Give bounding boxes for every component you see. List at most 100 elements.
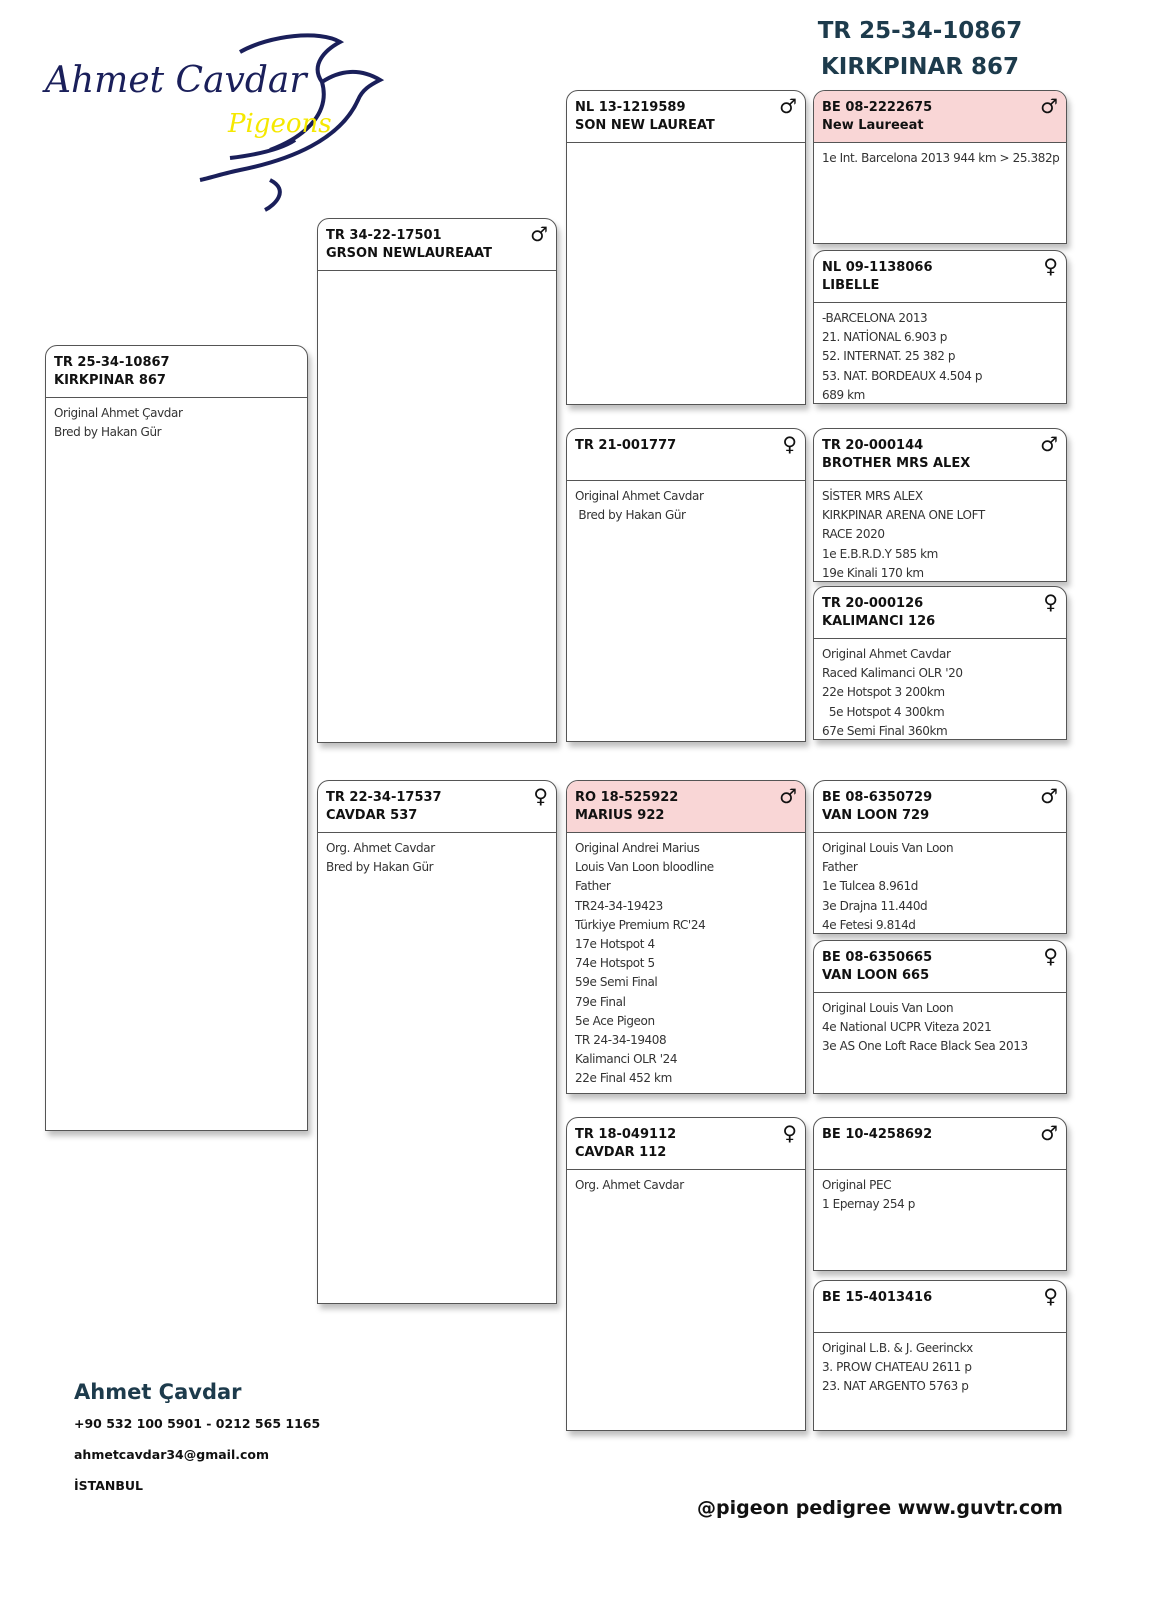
note-line: 19e Kinali 170 km [822, 565, 924, 580]
ring-number: TR 20-000144 [822, 438, 924, 453]
note-line: 1e Tulcea 8.961d [822, 879, 918, 894]
note-line: RACE 2020 [822, 527, 885, 542]
note-line: Father [822, 860, 858, 875]
ring-number: NL 09-1138066 [822, 260, 933, 275]
pigeon-card-header: RO 18-525922 MARIUS 922 ♂ [567, 781, 805, 833]
pigeon-card-header: NL 09-1138066 LIBELLE ♀ [814, 251, 1066, 303]
ring-number: NL 13-1219589 [575, 100, 686, 115]
note-line: Bred by Hakan Gür [326, 860, 434, 875]
pigeon-name: New Laureeat [822, 118, 924, 133]
note-line: 3e AS One Loft Race Black Sea 2013 [822, 1039, 1028, 1054]
male-icon: ♂ [1040, 1121, 1058, 1145]
note-line: 1e E.B.R.D.Y 585 km [822, 546, 938, 561]
note-line: 79e Final [575, 994, 626, 1009]
pigeon-name: SON NEW LAUREAT [575, 118, 715, 133]
note-line: 5e Ace Pigeon [575, 1013, 655, 1028]
female-icon: ♀ [1043, 590, 1058, 614]
svg-text:Ahmet Cavdar: Ahmet Cavdar [42, 60, 308, 101]
pigeon-card: RO 18-525922 MARIUS 922 ♂ Original Andre… [566, 780, 806, 1094]
note-line: 5e Hotspot 4 300km [822, 704, 945, 719]
note-line: 17e Hotspot 4 [575, 937, 655, 952]
note-line: Original Louis Van Loon [822, 841, 954, 855]
note-line: Original Louis Van Loon [822, 1001, 954, 1015]
pigeon-name: KALIMANCI 126 [822, 614, 936, 629]
note-line: Org. Ahmet Cavdar [575, 1178, 684, 1192]
pigeon-card: TR 21-001777 ♀ Original Ahmet Cavdar Bre… [566, 428, 806, 742]
note-line: 67e Semi Final 360km [822, 723, 948, 738]
dove-icon [199, 33, 385, 212]
pigeon-card: TR 22-34-17537 CAVDAR 537 ♀ Org. Ahmet C… [317, 780, 557, 1304]
ring-number: TR 22-34-17537 [326, 790, 442, 805]
note-line: Bred by Hakan Gür [575, 508, 686, 523]
ring-number: BE 08-6350665 [822, 950, 933, 965]
female-icon: ♀ [782, 432, 797, 456]
pigeon-notes: Original Louis Van Loon 4e National UCPR … [814, 993, 1066, 1063]
pigeon-name: KIRKPINAR 867 [54, 373, 166, 388]
note-line: Louis Van Loon bloodline [575, 860, 714, 875]
ahmet-cavdar-logo: Ahmet Cavdar Pigeons [42, 33, 385, 212]
ring-number: TR 21-001777 [575, 438, 677, 453]
note-line: TR 24-34-19408 [575, 1033, 667, 1048]
note-line: 4e National UCPR Viteza 2021 [822, 1020, 992, 1035]
pedigree-name-title: KIRKPINAR 867 [820, 54, 1020, 80]
female-icon: ♀ [1043, 944, 1058, 968]
male-icon: ♂ [530, 222, 548, 246]
footer-credit: @pigeon pedigree www.guvtr.com [696, 1497, 1063, 1519]
pigeon-card: TR 20-000144 BROTHER MRS ALEX ♂ SİSTER M… [813, 428, 1067, 582]
note-line: SİSTER MRS ALEX [822, 489, 923, 503]
note-line: Raced Kalimanci OLR '20 [822, 666, 963, 681]
pigeon-notes: Original Ahmet Çavdar Bred by Hakan Gür [46, 398, 307, 448]
pigeon-card-header: BE 08-6350729 VAN LOON 729 ♂ [814, 781, 1066, 833]
pigeon-card-header: TR 20-000144 BROTHER MRS ALEX ♂ [814, 429, 1066, 481]
note-line: Bred by Hakan Gür [54, 425, 162, 440]
ring-number: BE 08-6350729 [822, 790, 933, 805]
note-line: 52. INTERNAT. 25 382 p [822, 349, 956, 364]
male-icon: ♂ [779, 94, 797, 118]
pigeon-card: BE 15-4013416 ♀ Original L.B. & J. Geeri… [813, 1280, 1067, 1431]
note-line: 689 km [822, 387, 865, 402]
note-line: TR24-34-19423 [575, 898, 663, 913]
note-line: 4e Fetesi 9.814d [822, 917, 916, 932]
note-line: 1e Int. Barcelona 2013 944 km > 25.382p [822, 151, 1060, 165]
pigeon-card-header: TR 22-34-17537 CAVDAR 537 ♀ [318, 781, 556, 833]
pigeon-name: MARIUS 922 [575, 808, 665, 823]
pigeon-card: TR 18-049112 CAVDAR 112 ♀ Org. Ahmet Cav… [566, 1117, 806, 1431]
note-line: 3. PROW CHATEAU 2611 p [822, 1360, 972, 1375]
note-line: 23. NAT ARGENTO 5763 p [822, 1379, 969, 1394]
pigeon-card-header: BE 15-4013416 ♀ [814, 1281, 1066, 1333]
pedigree-ring-title: TR 25-34-10867 [817, 18, 1023, 44]
pigeon-card-header: TR 25-34-10867 KIRKPINAR 867 [46, 346, 307, 398]
pigeon-name: GRSON NEWLAUREAAT [326, 246, 492, 261]
pigeon-name: CAVDAR 537 [326, 808, 418, 823]
pigeon-name: VAN LOON 729 [822, 808, 930, 823]
pigeon-card: TR 20-000126 KALIMANCI 126 ♀ Original Ah… [813, 586, 1067, 740]
note-line: Original Andrei Marius [575, 841, 700, 855]
ring-number: BE 10-4258692 [822, 1127, 933, 1142]
note-line: KIRKPINAR ARENA ONE LOFT [822, 508, 985, 523]
note-line: 21. NATİONAL 6.903 p [822, 330, 947, 345]
pigeon-notes: Org. Ahmet Cavdar [567, 1170, 805, 1201]
pigeon-notes: Original Ahmet Cavdar Bred by Hakan Gür [567, 481, 805, 531]
ring-number: TR 18-049112 [575, 1127, 677, 1142]
pigeon-name: VAN LOON 665 [822, 968, 930, 983]
note-line: 1 Epernay 254 p [822, 1197, 915, 1212]
note-line: Original Ahmet Cavdar [575, 489, 704, 503]
pigeon-notes: -BARCELONA 2013 21. NATİONAL 6.903 p 52. I… [814, 303, 1066, 403]
pigeon-card-header: BE 08-6350665 VAN LOON 665 ♀ [814, 941, 1066, 993]
contact-phone: +90 532 100 5901 - 0212 565 1165 [74, 1416, 321, 1431]
pigeon-card-header: TR 18-049112 CAVDAR 112 ♀ [567, 1118, 805, 1170]
pigeon-notes: Original L.B. & J. Geerinckx 3. PROW CHAT… [814, 1333, 1066, 1403]
note-line: Org. Ahmet Cavdar [326, 841, 435, 855]
contact-city: İSTANBUL [74, 1478, 143, 1493]
note-line: 74e Hotspot 5 [575, 956, 655, 971]
note-line: 22e Final 452 km [575, 1071, 672, 1086]
note-line: 3e Drajna 11.440d [822, 898, 928, 913]
pigeon-name: CAVDAR 112 [575, 1145, 667, 1160]
pigeon-notes: Original Ahmet Cavdar Raced Kalimanci OLR… [814, 639, 1066, 739]
male-icon: ♂ [1040, 784, 1058, 808]
note-line: 53. NAT. BORDEAUX 4.504 p [822, 368, 983, 383]
note-line: -BARCELONA 2013 [822, 311, 928, 325]
note-line: 59e Semi Final [575, 975, 658, 990]
contact-email[interactable]: ahmetcavdar34@gmail.com [74, 1447, 269, 1462]
ring-number: TR 25-34-10867 [54, 355, 170, 370]
